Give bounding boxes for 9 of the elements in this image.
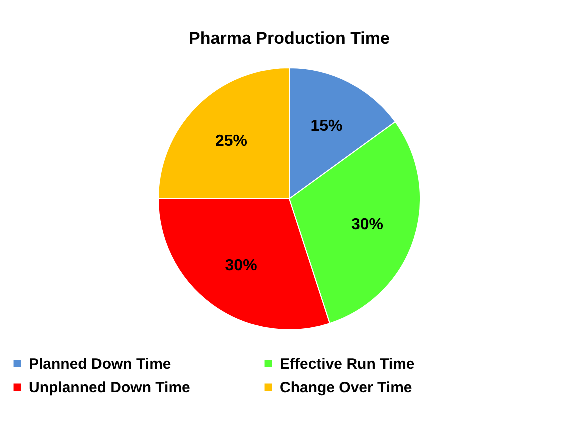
legend-label: Change Over Time bbox=[280, 380, 412, 396]
data-label: 25% bbox=[216, 133, 248, 150]
legend-label: Effective Run Time bbox=[280, 356, 415, 373]
legend-label: Unplanned Down Time bbox=[29, 380, 190, 396]
data-label: 30% bbox=[225, 257, 258, 274]
chart-title: Pharma Production Time bbox=[189, 29, 390, 48]
legend-label: Planned Down Time bbox=[29, 356, 172, 373]
data-label: 15% bbox=[310, 118, 343, 135]
data-label: 30% bbox=[351, 216, 384, 234]
